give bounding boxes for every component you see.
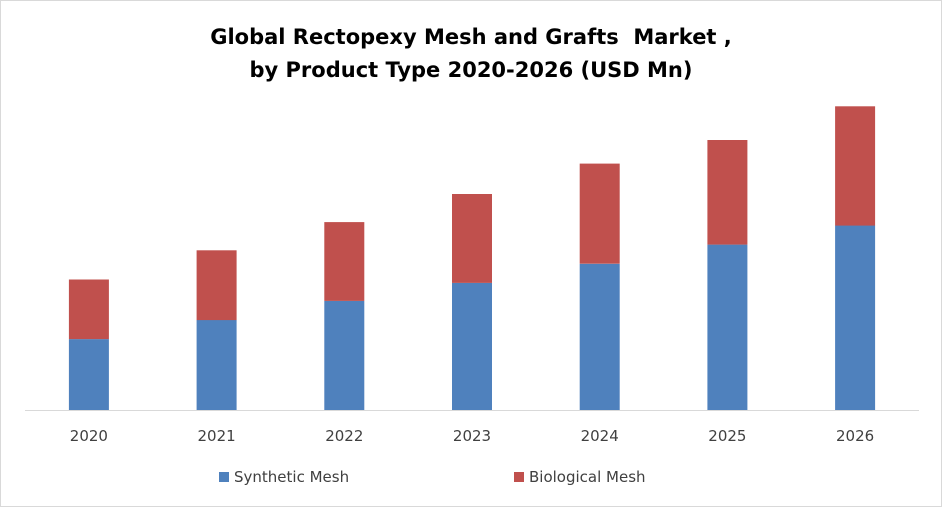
bar-biological-mesh-2023 — [452, 194, 492, 283]
legend-swatch-biological-mesh — [514, 472, 524, 482]
x-tick-label-2021: 2021 — [198, 427, 236, 445]
bar-synthetic-mesh-2021 — [196, 320, 237, 410]
bar-synthetic-mesh-2020 — [68, 339, 109, 410]
bar-synthetic-mesh-2024 — [579, 263, 620, 411]
x-tick-label-2024: 2024 — [581, 427, 619, 445]
bar-synthetic-mesh-2025 — [707, 244, 748, 410]
legend-label-biological-mesh: Biological Mesh — [529, 468, 646, 486]
bar-biological-mesh-2024 — [579, 163, 620, 264]
bar-synthetic-mesh-2022 — [324, 300, 365, 410]
legend-item-synthetic-mesh: Synthetic Mesh — [219, 465, 349, 489]
x-tick-label-2022: 2022 — [325, 427, 363, 445]
chart-plot-area: 2020 2021 2022 2023 2024 2025 2026 — [25, 106, 919, 445]
x-tick-label-2020: 2020 — [70, 427, 108, 445]
bar-biological-mesh-2026 — [835, 106, 876, 226]
x-tick-label-2026: 2026 — [836, 427, 874, 445]
bar-biological-mesh-2021 — [196, 250, 237, 321]
x-tick-label-2025: 2025 — [708, 427, 746, 445]
bar-synthetic-mesh-2026 — [835, 225, 876, 410]
x-tick-label-2023: 2023 — [453, 427, 491, 445]
bar-biological-mesh-2020 — [68, 279, 109, 340]
bar-biological-mesh-2025 — [707, 140, 748, 245]
chart-title: Global Rectopexy Mesh and Grafts Market … — [210, 25, 732, 82]
legend-label-synthetic-mesh: Synthetic Mesh — [234, 468, 350, 486]
chart-legend: Synthetic Mesh Biological Mesh — [1, 465, 941, 489]
legend-swatch-synthetic-mesh — [219, 472, 229, 482]
bar-biological-mesh-2022 — [324, 222, 365, 301]
legend-item-biological-mesh: Biological Mesh — [514, 465, 646, 489]
bar-synthetic-mesh-2023 — [452, 282, 492, 410]
